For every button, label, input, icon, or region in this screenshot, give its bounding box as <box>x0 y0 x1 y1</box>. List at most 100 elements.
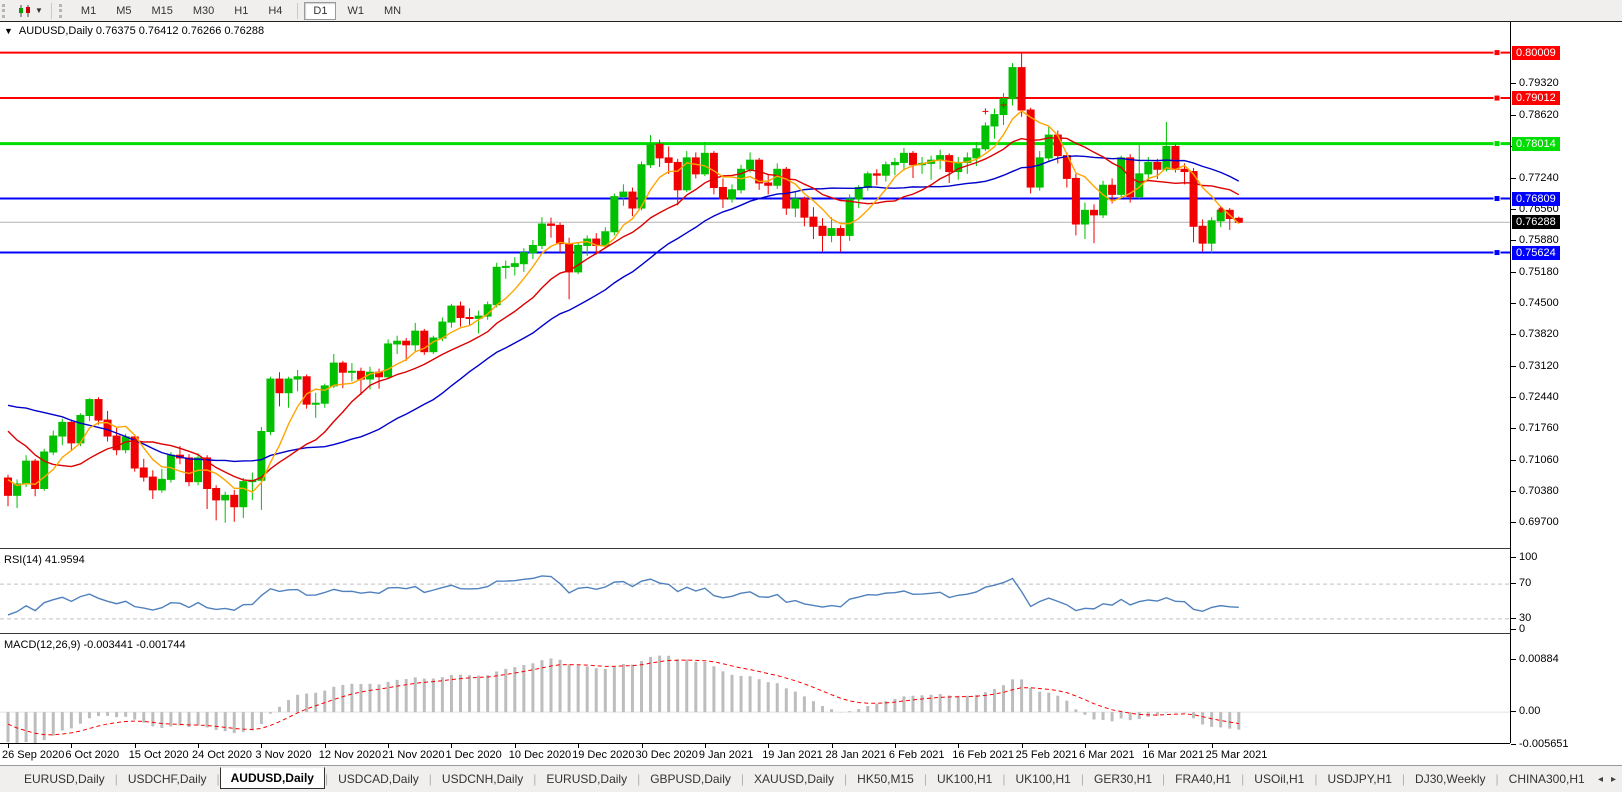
chart-marker-plus[interactable] <box>982 108 989 115</box>
date-axis-label: 6 Feb 2021 <box>888 749 945 761</box>
price-axis-tick: 0.75880 <box>1511 233 1559 246</box>
chart-tab-usdcnh-4[interactable]: USDCNH,Daily <box>441 772 524 786</box>
chart-tab-dj30-15[interactable]: DJ30,Weekly <box>1415 772 1486 786</box>
price-axis-tick: 0.70380 <box>1511 484 1559 497</box>
tab-scroll-arrows: ◂ ▸ <box>1598 774 1616 785</box>
timeframe-button-h4[interactable]: H4 <box>268 4 283 17</box>
tab-separator: | <box>1002 772 1006 786</box>
toolbar-separator <box>297 2 299 19</box>
price-axis-tick: 0.75180 <box>1511 265 1559 278</box>
chart-tab-gbpusd-6[interactable]: GBPUSD,Daily <box>650 772 731 786</box>
price-level-badge: 0.80009 <box>1512 45 1560 60</box>
tab-separator: | <box>844 772 848 786</box>
chart-tab-usdjpy-14[interactable]: USDJPY,H1 <box>1327 772 1392 786</box>
rsi-panel[interactable]: RSI(14) 41.9594 <box>0 551 1510 633</box>
date-axis-tick <box>134 744 136 748</box>
date-axis-tick <box>958 744 960 748</box>
date-axis-label: 28 Jan 2021 <box>825 749 887 761</box>
timeframe-button-h1[interactable]: H1 <box>234 4 249 17</box>
date-axis[interactable]: 26 Sep 2020 6 Oct 2020 15 Oct 2020 24 Oct 2… <box>0 743 1510 766</box>
price-level-badge: 0.75624 <box>1512 245 1560 260</box>
price-axis-tick: 0.73120 <box>1511 359 1559 372</box>
price-axis-tick: 0.72440 <box>1511 390 1559 403</box>
price-level-badge: 0.76288 <box>1512 215 1560 230</box>
date-axis-tick <box>641 744 643 748</box>
date-axis-tick <box>768 744 770 748</box>
date-axis-tick <box>1211 744 1213 748</box>
chart-tab-xauusd-7[interactable]: XAUUSD,Daily <box>754 772 835 786</box>
price-axis-tick: 0 <box>1510 623 1526 635</box>
chevron-down-icon: ▼ <box>35 6 43 15</box>
tab-separator: | <box>114 772 118 786</box>
date-axis-label: 19 Jan 2021 <box>762 749 823 761</box>
price-axis-tick: 0.76560 <box>1511 202 1559 215</box>
date-axis-label: 6 Oct 2020 <box>65 749 120 761</box>
chart-tab-china300-16[interactable]: CHINA300,H1 <box>1508 772 1585 786</box>
main-chart-panel[interactable]: ▼ AUDUSD,Daily 0.76375 0.76412 0.76266 0… <box>0 22 1510 548</box>
chart-window: ▼ AUDUSD,Daily 0.76375 0.76412 0.76266 0… <box>0 22 1622 766</box>
candlestick-chart-icon <box>19 4 30 17</box>
chart-marker-plus[interactable] <box>1000 101 1007 108</box>
chart-tab-eurusd-0[interactable]: EURUSD,Daily <box>24 772 105 786</box>
price-axis-tick: 70 <box>1510 577 1532 590</box>
tab-separator: | <box>1241 772 1245 786</box>
date-axis-tick <box>8 744 9 748</box>
timeframe-button-d1[interactable]: D1 <box>304 1 337 20</box>
toolbar-grip[interactable] <box>58 3 67 18</box>
chart-marker-asterisk[interactable] <box>1217 206 1224 213</box>
timeframe-button-m1[interactable]: M1 <box>80 4 97 17</box>
price-axis-tick: 0.77240 <box>1511 171 1559 184</box>
tab-separator: | <box>216 772 220 786</box>
chart-tabs: EURUSD,Daily | USDCHF,Daily | AUDUSD,Daily | U… <box>14 767 1595 789</box>
macd-label: MACD(12,26,9) -0.003441 -0.001744 <box>4 639 186 651</box>
date-axis-tick <box>451 744 453 748</box>
macd-panel[interactable]: MACD(12,26,9) -0.003441 -0.001744 <box>0 636 1510 743</box>
chart-tab-uk100-9[interactable]: UK100,H1 <box>936 772 993 786</box>
tab-separator: | <box>637 772 641 786</box>
price-axis-tick: 0.71060 <box>1511 453 1559 466</box>
price-axis[interactable]: 0.793200.786200.779400.772400.765600.758… <box>1510 22 1622 750</box>
chart-tab-uk100-10[interactable]: UK100,H1 <box>1015 772 1071 786</box>
date-axis-tick <box>1021 744 1023 748</box>
timeframe-button-m15[interactable]: M15 <box>151 4 173 17</box>
main-chart-canvas[interactable] <box>0 22 1510 548</box>
date-axis-label: 30 Dec 2020 <box>635 749 698 761</box>
price-axis-tick: -0.005651 <box>1511 738 1569 751</box>
chart-tab-usoil-13[interactable]: USOil,H1 <box>1254 772 1305 786</box>
tab-separator: | <box>1401 772 1406 786</box>
tab-separator: | <box>428 772 432 786</box>
tab-separator: | <box>324 772 329 786</box>
macd-canvas[interactable] <box>0 636 1510 743</box>
date-axis-label: 6 Mar 2021 <box>1078 749 1135 761</box>
rsi-canvas[interactable] <box>0 551 1510 633</box>
date-axis-label: 25 Feb 2021 <box>1015 749 1078 761</box>
date-axis-label: 3 Nov 2020 <box>255 749 312 761</box>
toolbar-separator <box>50 2 52 19</box>
price-axis-tick: 0.00 <box>1510 705 1541 718</box>
chart-tab-hk50-8[interactable]: HK50,M15 <box>857 772 914 786</box>
tab-separator: | <box>533 772 537 786</box>
date-axis-label: 26 Sep 2020 <box>2 749 65 761</box>
chart-type-button[interactable]: ▼ <box>14 3 46 19</box>
toolbar-grip[interactable] <box>2 3 10 18</box>
timeframe-button-mn[interactable]: MN <box>383 4 402 17</box>
tab-scroll-right-icon[interactable]: ▸ <box>1610 773 1616 785</box>
date-axis-tick <box>578 744 580 748</box>
timeframe-button-m5[interactable]: M5 <box>116 4 132 17</box>
collapse-icon[interactable]: ▼ <box>4 26 13 36</box>
date-axis-tick <box>198 744 200 748</box>
chart-tab-usdcad-3[interactable]: USDCAD,Daily <box>338 772 419 786</box>
tab-scroll-left-icon[interactable]: ◂ <box>1597 773 1603 785</box>
chart-tab-ger30-11[interactable]: GER30,H1 <box>1093 772 1153 786</box>
chart-tab-eurusd-5[interactable]: EURUSD,Daily <box>546 772 628 786</box>
timeframe-button-w1[interactable]: W1 <box>347 4 364 17</box>
chart-tab-fra40-12[interactable]: FRA40,H1 <box>1175 772 1232 786</box>
tab-separator: | <box>740 772 745 786</box>
chart-tab-usdchf-1[interactable]: USDCHF,Daily <box>127 772 207 786</box>
chart-tab-audusd-2[interactable]: AUDUSD,Daily <box>219 767 325 789</box>
date-axis-tick <box>388 744 390 748</box>
timeframe-button-m30[interactable]: M30 <box>192 4 215 17</box>
date-axis-label: 21 Nov 2020 <box>382 749 445 761</box>
date-axis-tick <box>894 744 896 748</box>
